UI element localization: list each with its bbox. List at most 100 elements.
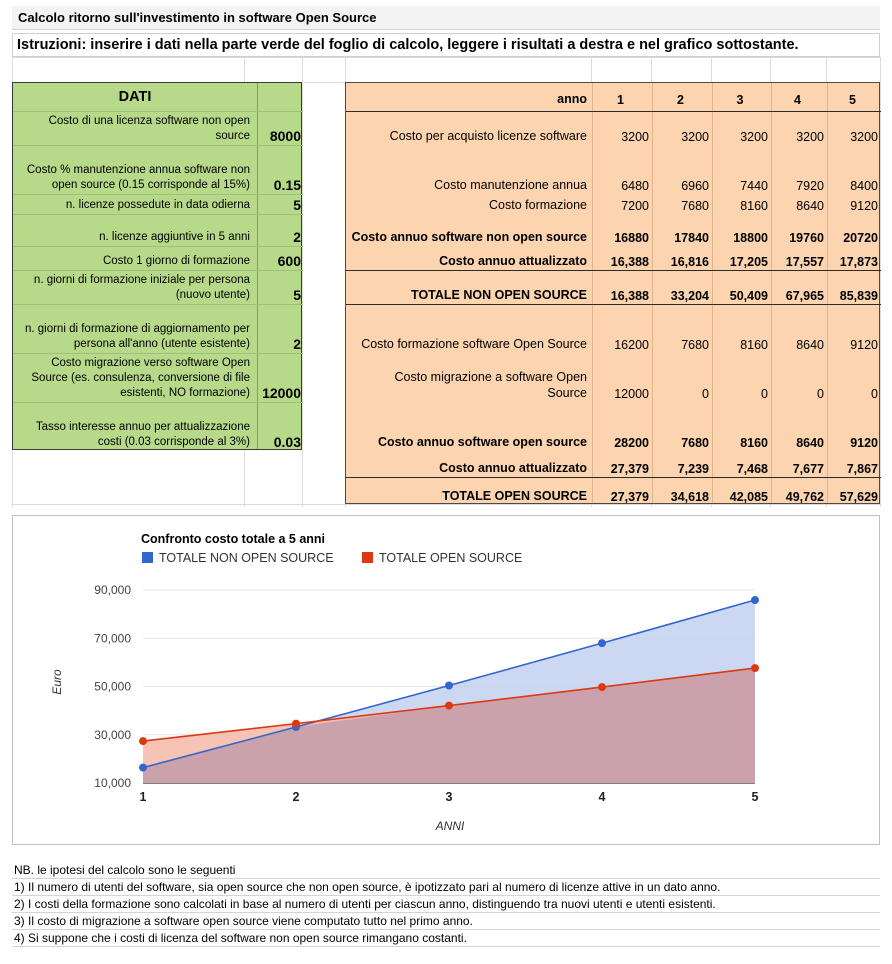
- results-row-label[interactable]: Costo formazione software Open Source: [361, 337, 587, 351]
- year-header[interactable]: 3: [736, 93, 744, 107]
- input-value[interactable]: 8000: [269, 128, 301, 144]
- results-cell[interactable]: 7920: [796, 179, 824, 193]
- results-cell[interactable]: 20720: [843, 231, 878, 245]
- results-cell[interactable]: 18800: [733, 231, 768, 245]
- results-row-label[interactable]: TOTALE OPEN SOURCE: [442, 489, 587, 503]
- results-cell[interactable]: 42,085: [729, 490, 768, 504]
- results-cell[interactable]: 7680: [681, 338, 709, 352]
- results-row-label[interactable]: Costo annuo attualizzato: [439, 461, 587, 475]
- chart-container[interactable]: Confronto costo totale a 5 anni TOTALE N…: [12, 515, 880, 845]
- results-cell[interactable]: 7440: [740, 179, 768, 193]
- note-line[interactable]: 2) I costi della formazione sono calcola…: [12, 896, 880, 913]
- results-cell[interactable]: 7,239: [677, 462, 709, 476]
- legend-label[interactable]: TOTALE OPEN SOURCE: [379, 551, 522, 565]
- results-row-label[interactable]: Costo formazione: [489, 198, 587, 212]
- results-cell[interactable]: 8400: [850, 179, 878, 193]
- year-header-label[interactable]: anno: [557, 92, 587, 106]
- results-cell[interactable]: 33,204: [670, 289, 709, 303]
- results-cell[interactable]: 8160: [740, 338, 768, 352]
- note-line[interactable]: NB. le ipotesi del calcolo sono le segue…: [12, 862, 880, 879]
- results-cell[interactable]: 57,629: [839, 490, 878, 504]
- results-cell[interactable]: 8640: [796, 436, 824, 450]
- input-value[interactable]: 2: [293, 336, 301, 352]
- input-value[interactable]: 5: [293, 287, 301, 303]
- results-row-label[interactable]: Costo migrazione a software Open Source: [394, 370, 587, 400]
- results-cell[interactable]: 3200: [681, 130, 709, 144]
- input-value[interactable]: 2: [293, 229, 301, 245]
- results-cell[interactable]: 17,557: [785, 255, 824, 269]
- note-line[interactable]: 4) Si suppone che i costi di licenza del…: [12, 930, 880, 947]
- input-row[interactable]: n. licenze aggiuntive in 5 anni 2: [13, 214, 303, 246]
- results-cell[interactable]: 17,205: [729, 255, 768, 269]
- results-cell[interactable]: 27,379: [610, 490, 649, 504]
- results-cell[interactable]: 49,762: [785, 490, 824, 504]
- year-header[interactable]: 2: [677, 93, 684, 107]
- results-cell[interactable]: 16880: [614, 231, 649, 245]
- results-cell[interactable]: 7,677: [792, 462, 824, 476]
- results-cell[interactable]: 8160: [740, 199, 768, 213]
- results-row-label[interactable]: Costo annuo software open source: [377, 435, 587, 449]
- results-cell[interactable]: 0: [871, 387, 878, 401]
- input-row[interactable]: Costo di una licenza software non open s…: [13, 111, 303, 145]
- results-cell[interactable]: 17840: [674, 231, 709, 245]
- input-value[interactable]: 0.03: [273, 434, 301, 450]
- year-header[interactable]: 5: [849, 93, 856, 107]
- results-cell[interactable]: 7680: [681, 199, 709, 213]
- results-cell[interactable]: 7,867: [846, 462, 878, 476]
- results-row-label[interactable]: Costo annuo attualizzato: [439, 254, 587, 268]
- results-cell[interactable]: 67,965: [785, 289, 824, 303]
- input-row[interactable]: n. giorni di formazione di aggiornamento…: [13, 304, 303, 353]
- results-cell[interactable]: 6960: [681, 179, 709, 193]
- results-cell[interactable]: 27,379: [610, 462, 649, 476]
- input-header[interactable]: DATI: [118, 89, 152, 105]
- results-cell[interactable]: 8640: [796, 199, 824, 213]
- results-cell[interactable]: 3200: [850, 130, 878, 144]
- results-cell[interactable]: 0: [702, 387, 709, 401]
- input-value[interactable]: 12000: [262, 385, 301, 401]
- results-cell[interactable]: 50,409: [729, 289, 768, 303]
- legend-label[interactable]: TOTALE NON OPEN SOURCE: [159, 551, 334, 565]
- results-cell[interactable]: 3200: [740, 130, 768, 144]
- results-cell[interactable]: 17,873: [839, 255, 878, 269]
- results-cell[interactable]: 3200: [796, 130, 824, 144]
- results-row-label[interactable]: Costo manutenzione annua: [434, 178, 587, 192]
- input-value[interactable]: 0.15: [273, 177, 301, 193]
- input-row[interactable]: n. licenze possedute in data odierna 5: [13, 194, 303, 214]
- results-cell[interactable]: 7200: [621, 199, 649, 213]
- results-row-label[interactable]: Costo per acquisto licenze software: [389, 129, 587, 143]
- results-cell[interactable]: 34,618: [670, 490, 709, 504]
- note-line[interactable]: 1) Il numero di utenti del software, sia…: [12, 879, 880, 896]
- results-cell[interactable]: 16,388: [610, 289, 649, 303]
- results-cell[interactable]: 28200: [614, 436, 649, 450]
- note-line[interactable]: 3) Il costo di migrazione a software ope…: [12, 913, 880, 930]
- results-cell[interactable]: 0: [817, 387, 824, 401]
- results-cell[interactable]: 16200: [614, 338, 649, 352]
- input-row[interactable]: Costo % manutenzione annua software non …: [13, 145, 303, 194]
- instructions-row[interactable]: Istruzioni: inserire i dati nella parte …: [12, 33, 880, 57]
- results-cell[interactable]: 3200: [621, 130, 649, 144]
- input-row[interactable]: n. giorni di formazione iniziale per per…: [13, 270, 303, 304]
- results-cell[interactable]: 8640: [796, 338, 824, 352]
- results-cell[interactable]: 9120: [850, 199, 878, 213]
- results-cell[interactable]: 9120: [850, 338, 878, 352]
- results-row-label[interactable]: Costo annuo software non open source: [351, 230, 587, 244]
- input-row[interactable]: Costo migrazione verso software Open Sou…: [13, 353, 303, 402]
- results-cell[interactable]: 16,388: [610, 255, 649, 269]
- input-value[interactable]: 600: [277, 253, 301, 269]
- results-cell[interactable]: 6480: [621, 179, 649, 193]
- results-cell[interactable]: 7,468: [736, 462, 768, 476]
- results-cell[interactable]: 16,816: [670, 255, 709, 269]
- year-header[interactable]: 4: [794, 93, 801, 107]
- results-cell[interactable]: 8160: [740, 436, 768, 450]
- results-cell[interactable]: 0: [761, 387, 768, 401]
- results-row-label[interactable]: TOTALE NON OPEN SOURCE: [411, 288, 587, 302]
- results-cell[interactable]: 9120: [850, 436, 878, 450]
- results-cell[interactable]: 12000: [614, 387, 649, 401]
- input-row[interactable]: Tasso interesse annuo per attualizzazion…: [13, 402, 303, 451]
- year-header[interactable]: 1: [617, 93, 624, 107]
- input-row[interactable]: Costo 1 giorno di formazione 600: [13, 246, 303, 270]
- results-cell[interactable]: 85,839: [839, 289, 878, 303]
- results-cell[interactable]: 19760: [789, 231, 824, 245]
- input-value[interactable]: 5: [293, 197, 301, 213]
- sheet-title[interactable]: Calcolo ritorno sull'investimento in sof…: [12, 6, 880, 30]
